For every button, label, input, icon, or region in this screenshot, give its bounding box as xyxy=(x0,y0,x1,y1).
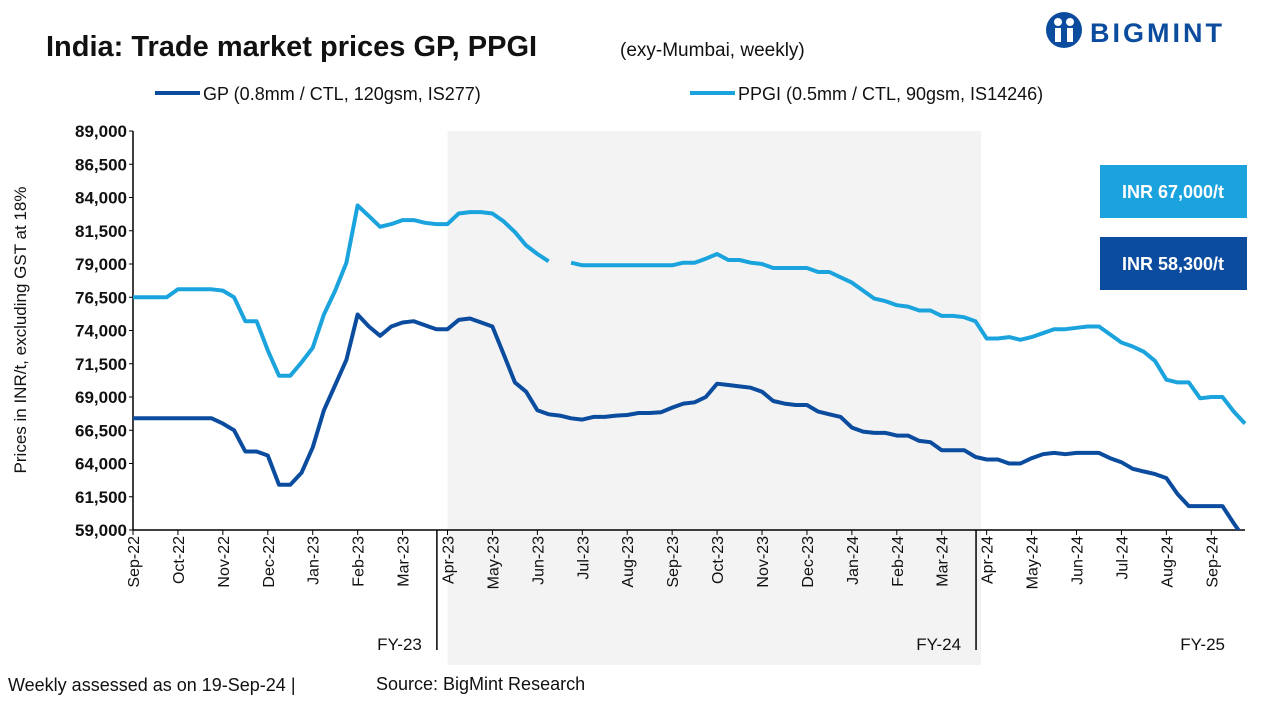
plot-area xyxy=(133,203,1247,530)
x-tick-label: Oct-22 xyxy=(171,536,188,584)
x-tick-label: Sep-22 xyxy=(126,536,143,588)
y-tick-label: 76,500 xyxy=(75,288,127,307)
fiscal-year-label: FY-25 xyxy=(1180,635,1225,654)
logo-icon xyxy=(1066,18,1074,26)
x-tick-label: Nov-22 xyxy=(216,536,233,588)
logo-icon xyxy=(1067,28,1073,42)
legend-label: PPGI (0.5mm / CTL, 90gsm, IS14246) xyxy=(738,84,1043,104)
annotation-box xyxy=(1100,165,1247,218)
chart-title: India: Trade market prices GP, PPGI xyxy=(46,31,537,63)
y-tick-label: 64,000 xyxy=(75,455,127,474)
x-tick-label: Jul-24 xyxy=(1114,536,1131,580)
y-tick-label: 84,000 xyxy=(75,189,127,208)
annotation-text: INR 58,300/t xyxy=(1122,254,1224,274)
series-line xyxy=(133,203,1247,425)
x-tick-label: May-23 xyxy=(485,536,502,589)
logo-icon xyxy=(1046,12,1082,48)
fiscal-year-shade xyxy=(447,131,982,665)
fiscal-year-label: FY-24 xyxy=(916,635,961,654)
y-tick-label: 69,000 xyxy=(75,388,127,407)
x-tick-label: Mar-24 xyxy=(935,536,952,587)
legend-label: GP (0.8mm / CTL, 120gsm, IS277) xyxy=(203,84,481,104)
annotation-text: INR 67,000/t xyxy=(1122,182,1224,202)
annotation-box xyxy=(1100,237,1247,290)
y-tick-label: 81,500 xyxy=(75,222,127,241)
y-tick-label: 86,500 xyxy=(75,155,127,174)
x-tick-label: Dec-23 xyxy=(800,536,817,588)
x-tick-label: Dec-22 xyxy=(261,536,278,588)
x-tick-label: Mar-23 xyxy=(396,536,413,587)
y-tick-label: 89,000 xyxy=(75,122,127,141)
x-tick-label: Jun-23 xyxy=(530,536,547,585)
y-tick-label: 74,000 xyxy=(75,322,127,341)
x-tick-label: Apr-24 xyxy=(980,536,997,584)
x-tick-label: Jan-23 xyxy=(306,536,323,585)
logo: BIGMINT xyxy=(1046,12,1225,48)
x-tick-label: Feb-23 xyxy=(351,536,368,587)
x-tick-label: May-24 xyxy=(1025,536,1042,589)
logo-text: BIGMINT xyxy=(1090,18,1225,48)
x-tick-label: Aug-24 xyxy=(1159,536,1176,588)
y-axis-label: Prices in INR/t, excluding GST at 18% xyxy=(11,187,30,474)
x-tick-label: Jun-24 xyxy=(1070,536,1087,585)
y-tick-label: 79,000 xyxy=(75,255,127,274)
chart-subtitle: (exy-Mumbai, weekly) xyxy=(620,40,805,61)
x-tick-label: Nov-23 xyxy=(755,536,772,588)
y-tick-label: 61,500 xyxy=(75,488,127,507)
series-line xyxy=(133,312,1241,530)
x-tick-label: Oct-23 xyxy=(710,536,727,584)
logo-icon xyxy=(1054,18,1062,26)
x-tick-label: Apr-23 xyxy=(441,536,458,584)
y-tick-label: 71,500 xyxy=(75,355,127,374)
fiscal-year-label: FY-23 xyxy=(377,635,422,654)
source: Source: BigMint Research xyxy=(376,674,585,694)
background-layer xyxy=(447,131,982,665)
footnote: Weekly assessed as on 19-Sep-24 | xyxy=(8,675,296,695)
x-tick-label: Jul-23 xyxy=(575,536,592,580)
y-tick-label: 59,000 xyxy=(75,521,127,540)
y-tick-label: 66,500 xyxy=(75,421,127,440)
logo-icon xyxy=(1055,28,1061,42)
x-tick-label: Sep-23 xyxy=(665,536,682,588)
x-tick-label: Sep-24 xyxy=(1204,536,1221,588)
x-tick-label: Aug-23 xyxy=(620,536,637,588)
x-tick-label: Feb-24 xyxy=(890,536,907,587)
x-tick-label: Jan-24 xyxy=(845,536,862,585)
